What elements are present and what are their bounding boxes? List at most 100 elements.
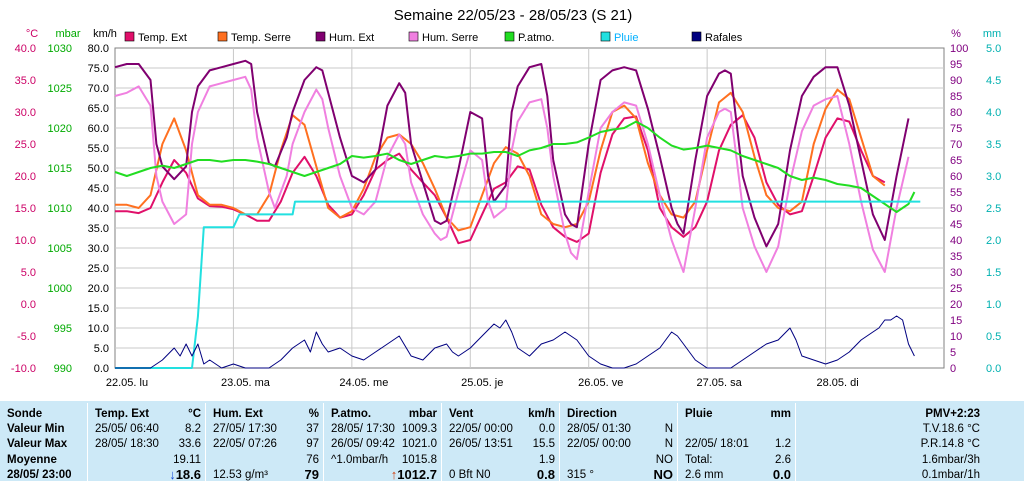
humidity-axis-label: 75 (950, 123, 962, 135)
stats-hum-min-val: 37 (306, 423, 319, 435)
stats-col-direction: Direction 28/05/ 01:30 N 22/05/ 00:00 N NO… (560, 401, 677, 481)
x-tick-label: 22.05. lu (106, 377, 148, 389)
legend-label: Pluie (614, 32, 638, 44)
rain-axis-label: 2.5 (986, 203, 1001, 215)
stats-pmv-header: PMV+2:23 (925, 408, 980, 420)
legend-swatch (408, 31, 419, 42)
rain-axis-label: 5.0 (986, 43, 1001, 55)
wind-unit-label: km/h (93, 28, 117, 40)
pressure-axis-label: 990 (54, 363, 72, 375)
wind-axis-label: 5.0 (94, 343, 109, 355)
stats-rain-total-label: Total: (685, 454, 713, 466)
stats-temp-min-date: 25/05/ 06:40 (95, 423, 159, 435)
pressure-axis-label: 1020 (48, 123, 72, 135)
humidity-axis-label: 55 (950, 187, 962, 199)
temp-axis-label: 5.0 (21, 267, 36, 279)
stats-col-pmv: PMV+2:23 T.V.18.6 °C P.R.14.8 °C 1.6mbar… (796, 401, 1024, 481)
chart-grid (114, 47, 945, 369)
humidity-axis-label: 0 (950, 363, 956, 375)
humidity-axis-label: 25 (950, 283, 962, 295)
x-tick-label: 23.05. ma (221, 377, 271, 389)
stats-row-max-label: Valeur Max (7, 438, 68, 450)
wind-axis-label: 0.0 (94, 363, 109, 375)
series-line (114, 120, 916, 213)
stats-hum-max-val: 97 (306, 438, 319, 450)
stats-pmv-line1: T.V.18.6 °C (922, 423, 980, 435)
stats-hum-min-date: 27/05/ 17:30 (213, 423, 277, 435)
temp-axis-label: 10.0 (15, 235, 36, 247)
temp-axis-label: 15.0 (15, 203, 36, 215)
legend-label: Hum. Serre (422, 32, 478, 44)
humidity-axis-label: 70 (950, 139, 962, 151)
humidity-axis-label: 95 (950, 59, 962, 71)
stats-temp-max-val: 33.6 (178, 438, 201, 450)
humidity-axis-label: 50 (950, 203, 962, 215)
x-tick-label: 24.05. me (339, 377, 388, 389)
rain-unit-label: mm (983, 28, 1001, 40)
stats-dir-header: Direction (567, 408, 617, 420)
stats-col-sonde: Sonde Valeur Min Valeur Max Moyenne 28/0… (0, 401, 87, 481)
chart-series (114, 59, 921, 369)
pressure-axis-label: 1005 (48, 243, 72, 255)
humidity-axis-label: 30 (950, 267, 962, 279)
stats-row-now-label: 28/05/ 23:00 (7, 469, 72, 481)
humidity-unit-label: % (951, 28, 961, 40)
stats-dir-now: NO (653, 467, 674, 481)
stats-hum-abs: 12.53 g/m³ (213, 469, 268, 481)
stats-temp-min-val: 8.2 (185, 423, 201, 435)
stats-wind-max-val: 15.5 (532, 438, 555, 450)
wind-axis-label: 75.0 (88, 63, 109, 75)
stats-press-min-date: 28/05/ 17:30 (331, 423, 395, 435)
legend-label: Temp. Ext (138, 32, 187, 44)
temp-unit-label: °C (26, 28, 38, 40)
legend-label: P.atmo. (518, 32, 555, 44)
stats-dir-avg: NO (655, 454, 673, 466)
stats-wind-header: Vent (449, 408, 474, 420)
wind-axis-label: 40.0 (88, 203, 109, 215)
stats-col-humidity: Hum. Ext% 27/05/ 17:30 37 22/05/ 07:26 97 … (206, 401, 323, 481)
wind-axis-label: 45.0 (88, 183, 109, 195)
humidity-axis-label: 90 (950, 75, 962, 87)
stats-sonde-header: Sonde (7, 408, 43, 420)
legend-label: Hum. Ext (329, 32, 374, 44)
stats-wind-now: 0.8 (536, 467, 555, 481)
rain-axis-label: 4.0 (986, 107, 1001, 119)
rain-axis-label: 0.0 (986, 363, 1001, 375)
stats-pmv-line3: 1.6mbar/3h (921, 454, 980, 466)
stats-pmv-line2: P.R.14.8 °C (920, 438, 980, 450)
x-tick-label: 27.05. sa (697, 377, 743, 389)
stats-rain-now: 0.0 (772, 467, 791, 481)
stats-rain-accum: 2.6 mm (685, 469, 724, 481)
wind-axis-label: 60.0 (88, 123, 109, 135)
stats-temp-max-date: 28/05/ 18:30 (95, 438, 159, 450)
legend-swatch (217, 31, 228, 42)
humidity-axis-label: 15 (950, 315, 962, 327)
stats-temp-header: Temp. Ext (95, 408, 150, 420)
stats-press-avg: 1015.8 (401, 454, 437, 466)
stats-row-avg-label: Moyenne (7, 454, 57, 466)
temp-axis-label: 30.0 (15, 107, 36, 119)
wind-axis-label: 15.0 (88, 303, 109, 315)
x-tick-label: 26.05. ve (578, 377, 623, 389)
stats-wind-unit: km/h (528, 408, 555, 420)
humidity-axis-label: 85 (950, 91, 962, 103)
pressure-axis-label: 995 (54, 323, 72, 335)
rain-axis-label: 4.5 (986, 75, 1001, 87)
x-tick-label: 28.05. di (816, 377, 858, 389)
rain-axis-label: 2.0 (986, 235, 1001, 247)
humidity-axis-label: 10 (950, 331, 962, 343)
stats-dir-min-date: 28/05/ 01:30 (567, 423, 631, 435)
pressure-axis-label: 1030 (48, 43, 72, 55)
rain-axis-label: 1.0 (986, 299, 1001, 311)
temp-axis-label: -5.0 (17, 331, 36, 343)
pressure-unit-label: mbar (55, 28, 80, 40)
stats-press-min-val: 1009.3 (401, 423, 437, 435)
temp-axis-label: 35.0 (15, 75, 36, 87)
stats-dir-degrees: 315 ° (567, 469, 594, 481)
wind-axis-label: 30.0 (88, 243, 109, 255)
legend-swatch (315, 31, 326, 42)
humidity-axis-label: 60 (950, 171, 962, 183)
humidity-axis-label: 100 (950, 43, 968, 55)
stats-hum-max-date: 22/05/ 07:26 (213, 438, 277, 450)
humidity-axis-label: 20 (950, 299, 962, 311)
